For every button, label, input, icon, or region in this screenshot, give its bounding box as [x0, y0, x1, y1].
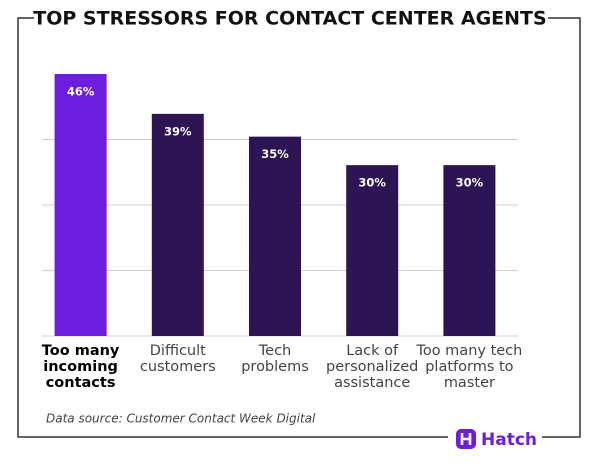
bar [346, 165, 399, 336]
x-tick-label: Too many tech platforms to master [416, 343, 523, 391]
x-tick-label: Tech problems [241, 343, 309, 375]
value-label: 35% [261, 147, 289, 161]
value-label: 30% [358, 176, 386, 190]
value-label: 30% [456, 176, 484, 190]
brand-name: Hatch [481, 430, 537, 450]
frame [17, 17, 581, 438]
bar [443, 165, 496, 336]
bar [249, 136, 301, 336]
bar [54, 74, 107, 336]
value-label: 39% [164, 124, 192, 138]
x-tick-label: Difficult customers [139, 343, 216, 375]
chart-title: TOP STRESSORS FOR CONTACT CENTER AGENTS [33, 8, 546, 30]
brand-logo: Hatch [456, 429, 537, 450]
source-note: Data source: Customer Contact Week Digit… [46, 412, 316, 426]
bar [151, 113, 204, 336]
x-tick-label: Lack of personalized assistance [325, 343, 419, 391]
value-label: 46% [67, 85, 95, 99]
x-tick-label: Too many incoming contacts [41, 343, 120, 391]
